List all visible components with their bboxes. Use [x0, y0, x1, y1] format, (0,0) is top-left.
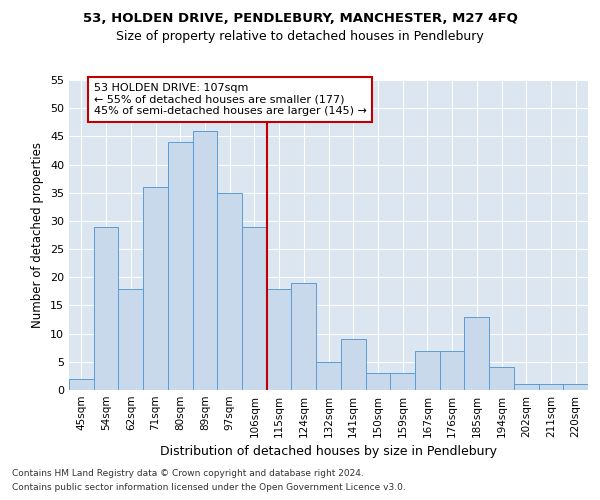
Text: 53, HOLDEN DRIVE, PENDLEBURY, MANCHESTER, M27 4FQ: 53, HOLDEN DRIVE, PENDLEBURY, MANCHESTER…	[83, 12, 517, 26]
Bar	[440, 350, 464, 390]
Bar	[489, 368, 514, 390]
Bar	[143, 187, 168, 390]
Bar	[464, 316, 489, 390]
Bar	[217, 192, 242, 390]
Text: Size of property relative to detached houses in Pendlebury: Size of property relative to detached ho…	[116, 30, 484, 43]
Bar	[539, 384, 563, 390]
Bar	[415, 350, 440, 390]
Y-axis label: Number of detached properties: Number of detached properties	[31, 142, 44, 328]
Bar	[563, 384, 588, 390]
Text: 53 HOLDEN DRIVE: 107sqm
← 55% of detached houses are smaller (177)
45% of semi-d: 53 HOLDEN DRIVE: 107sqm ← 55% of detache…	[94, 83, 367, 116]
Text: Contains public sector information licensed under the Open Government Licence v3: Contains public sector information licen…	[12, 484, 406, 492]
Bar	[94, 226, 118, 390]
Bar	[193, 130, 217, 390]
Bar	[168, 142, 193, 390]
Bar	[118, 288, 143, 390]
Bar	[514, 384, 539, 390]
Bar	[242, 226, 267, 390]
Bar	[292, 283, 316, 390]
X-axis label: Distribution of detached houses by size in Pendlebury: Distribution of detached houses by size …	[160, 446, 497, 458]
Bar	[316, 362, 341, 390]
Bar	[341, 340, 365, 390]
Text: Contains HM Land Registry data © Crown copyright and database right 2024.: Contains HM Land Registry data © Crown c…	[12, 468, 364, 477]
Bar	[365, 373, 390, 390]
Bar	[390, 373, 415, 390]
Bar	[69, 378, 94, 390]
Bar	[267, 288, 292, 390]
